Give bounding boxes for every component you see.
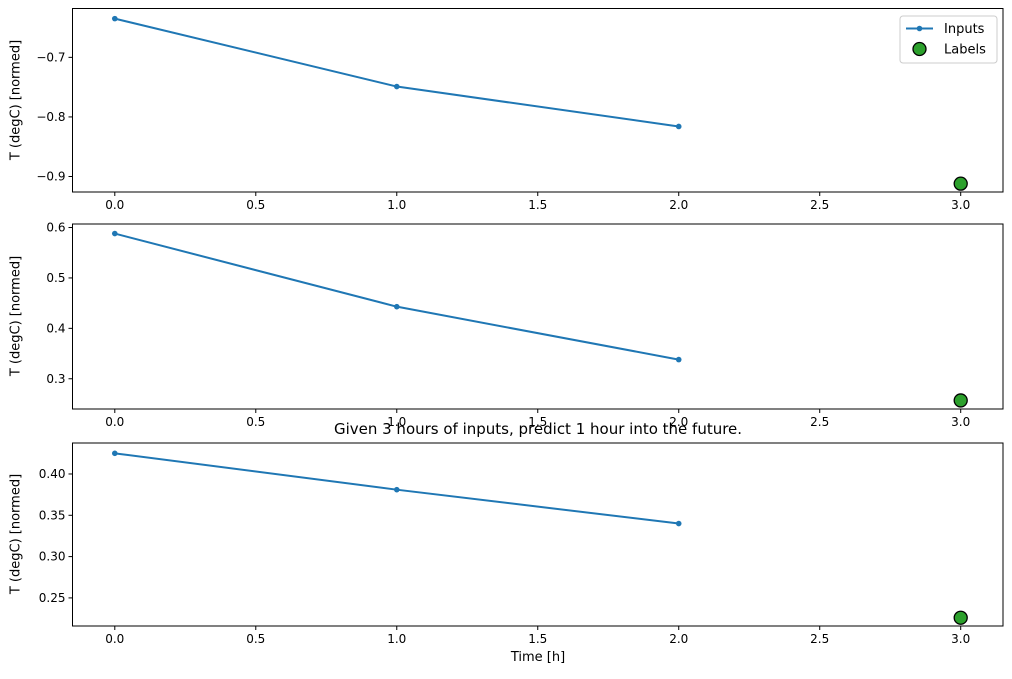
legend-labels-marker — [912, 41, 927, 57]
subplot-2-y-tick-label: 0.5 — [46, 271, 65, 285]
y-axis-label-subplot-2: T (degC) [normed] — [8, 255, 24, 377]
subplot-1-x-tick-label: 1.5 — [528, 198, 547, 212]
subplot-3-y-tick-label: 0.30 — [39, 550, 66, 564]
subplot-2-y-tick-label: 0.4 — [46, 321, 65, 335]
subplot-2-inputs-line — [113, 232, 680, 361]
subplot-3-inputs-marker — [111, 450, 118, 457]
subplot-1-labels-marker — [953, 176, 968, 191]
subplot-3-y-tick-label: 0.40 — [39, 467, 66, 481]
subplot-3-x-tick-label: 3.0 — [951, 632, 970, 646]
subplot-1-y-tick-label: −0.8 — [36, 110, 65, 124]
subplot-2-x-tick-label: 2.5 — [810, 415, 829, 429]
subplot-3-y-tick-label: 0.25 — [39, 591, 66, 605]
legend-label: Inputs — [944, 22, 985, 37]
subplot-2-axes-frame — [72, 223, 1004, 410]
subplot-3-x-tick-label: 0.5 — [246, 632, 265, 646]
subplot-1-axes-frame — [72, 8, 1004, 193]
subplot-3-x-tick-label: 1.0 — [387, 632, 406, 646]
subplot-1-inputs-line — [113, 17, 680, 128]
subplot-2-x-tick-label: 0.0 — [105, 415, 124, 429]
subplot-1-inputs-marker — [675, 123, 682, 130]
subplot-2-inputs-marker — [111, 230, 118, 237]
subplot-1-x-tick-label: 2.5 — [810, 198, 829, 212]
y-axis-label-subplot-3: T (degC) [normed] — [8, 473, 24, 595]
subplot-3-x-tick-label: 1.5 — [528, 632, 547, 646]
subplot-3-axes-frame — [72, 442, 1004, 627]
subplot-2-inputs-marker — [675, 356, 682, 363]
subplot-2-x-tick-label: 1.0 — [387, 415, 406, 429]
subplot-2-labels-marker — [953, 393, 968, 408]
subplot-1-inputs-marker — [111, 15, 118, 22]
x-axis-label: Time [h] — [510, 650, 566, 665]
subplot-2-x-tick-label: 1.5 — [528, 415, 547, 429]
legend-label: Labels — [944, 43, 986, 58]
subplot-2-x-tick-label: 2.0 — [669, 415, 688, 429]
subplot-2-x-tick-label: 3.0 — [951, 415, 970, 429]
subplot-3-x-tick-label: 2.5 — [810, 632, 829, 646]
subplot-1-x-tick-label: 3.0 — [951, 198, 970, 212]
subplot-2-x-tick-label: 0.5 — [246, 415, 265, 429]
subplot-3-x-tick-label: 0.0 — [105, 632, 124, 646]
legend-inputs-marker — [916, 25, 923, 32]
subplot-1-y-tick-label: −0.7 — [36, 50, 65, 64]
subplot-3-x-tick-label: 2.0 — [669, 632, 688, 646]
subplot-1-x-tick-label: 2.0 — [669, 198, 688, 212]
subplot-1-x-tick-label: 0.5 — [246, 198, 265, 212]
subplot-3-inputs-marker — [393, 486, 400, 493]
subplot-3-inputs-marker — [675, 520, 682, 527]
subplot-2-y-tick-label: 0.6 — [46, 221, 65, 235]
subplot-2-inputs-marker — [393, 303, 400, 310]
subplot-3-labels-marker — [953, 610, 968, 625]
subplot-2-y-tick-label: 0.3 — [46, 372, 65, 386]
subplot-1-x-tick-label: 1.0 — [387, 198, 406, 212]
subplot-1-inputs-marker — [393, 83, 400, 90]
y-axis-label-subplot-1: T (degC) [normed] — [8, 39, 24, 161]
subplot-1-y-tick-label: −0.9 — [36, 170, 65, 184]
subplot-1-x-tick-label: 0.0 — [105, 198, 124, 212]
subplot-3-y-tick-label: 0.35 — [39, 508, 66, 522]
